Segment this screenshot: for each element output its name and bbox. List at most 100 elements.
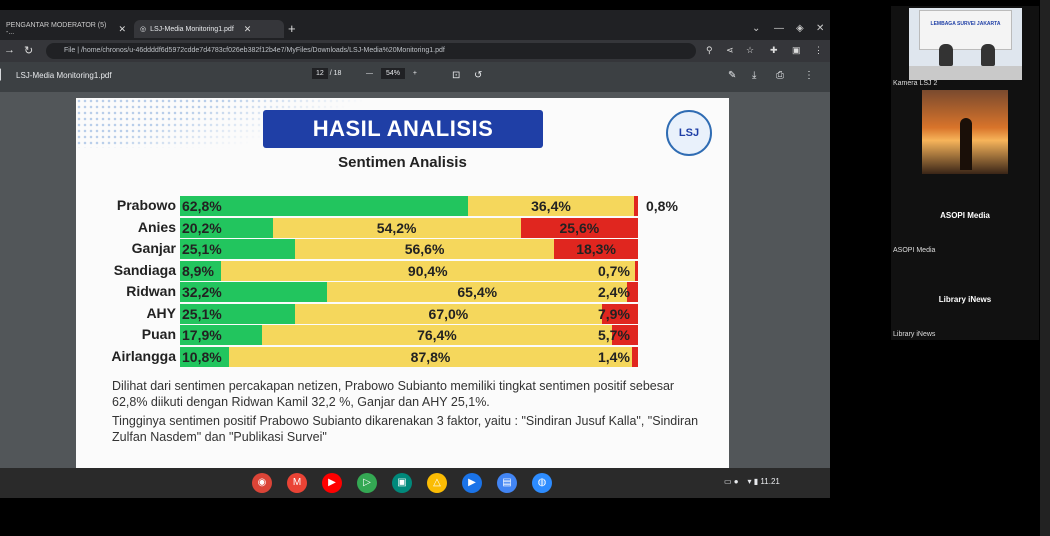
zoom-icon[interactable]: ⚲ [706,45,713,55]
extensions-icon[interactable]: ✚ [770,45,778,55]
close-window-icon[interactable]: ✕ [816,23,825,34]
tab-moderator[interactable]: PENGANTAR MODERATOR (5) -... ✕ [0,20,132,38]
negative-bar [601,303,638,324]
zoom-in-icon[interactable]: + [412,70,418,77]
participant-tile-name: Library iNews [938,295,992,304]
share-icon[interactable]: ⋖ [726,45,734,55]
participant-video[interactable] [922,90,1008,174]
rotate-icon[interactable]: ↺ [474,70,483,81]
zoom-out-icon[interactable]: — [366,70,373,77]
neutral-bar: 65,4% [327,282,627,302]
os-shelf: ◉ M ▶ ▷ ▣ △ ▶ ▤ ◍ ▭ ● ▾ ▮ 11.21 [0,468,830,498]
page-input[interactable]: 12 [312,68,328,79]
positive-bar: 10,8% [180,346,230,367]
zoom-input[interactable]: 54% [380,68,405,79]
negative-bar [611,325,638,345]
participant-tile-name: ASOPI Media [940,211,990,220]
participant-label: Library iNews [893,331,936,338]
annotate-icon[interactable]: ✎ [728,70,737,81]
tab-strip: PENGANTAR MODERATOR (5) -... ✕ ◎ LSJ-Med… [0,18,830,40]
data-label: 0,7% [598,262,630,279]
description-paragraph: Tingginya sentimen positif Prabowo Subia… [112,414,699,444]
reload-icon[interactable]: ↻ [24,45,34,57]
neutral-bar: 36,4% [467,196,635,216]
person-figure [939,44,953,66]
globe-icon: ◎ [140,26,147,33]
neutral-bar: 56,6% [294,239,555,259]
category-label: Ganjar [131,240,176,256]
neutral-bar: 67,0% [294,303,602,324]
data-label: 7,9% [598,305,630,322]
minimize-icon[interactable]: — [774,23,784,34]
negative-bar [634,196,638,216]
chevron-down-icon[interactable]: ⌄ [752,23,761,34]
neutral-bar: 54,2% [272,217,521,238]
menu-icon[interactable]: ⋮ [814,45,823,55]
category-label: AHY [146,304,176,321]
category-label: Puan [141,326,176,342]
tab-label: PENGANTAR MODERATOR (5) -... [6,22,107,36]
sentiment-chart: Prabowo 62,8% 36,4% 0,8% Anies 20,2% 54,2% 25,6… [76,98,729,468]
video-call-panel: LEMBAGA SURVEI JAKARTA Kamera LSJ 2 ASOP… [891,6,1039,340]
positive-bar: 8,9% [180,260,221,281]
positive-bar: 20,2% [180,217,273,238]
files-icon[interactable]: ▤ [497,473,517,493]
category-label: Prabowo [116,197,176,213]
star-icon[interactable]: ☆ [746,45,755,55]
sidepanel-icon[interactable]: ▣ [792,45,801,55]
category-label: Airlangga [111,347,176,364]
negative-bar [627,282,638,302]
positive-bar: 25,1% [180,239,295,259]
close-icon[interactable]: ✕ [243,23,252,34]
play-movies-icon[interactable]: ▶ [462,473,482,493]
camera-feed[interactable]: LEMBAGA SURVEI JAKARTA [909,8,1022,80]
pdf-viewer[interactable]: HASIL ANALISIS LSJ Sentimen Analisis Pra… [0,92,830,468]
meet-icon[interactable]: ▣ [392,473,412,493]
status-tray[interactable]: ▭ ● ▾ ▮ 11.21 [724,477,780,486]
participant-label: ASOPI Media [893,247,936,254]
positive-bar: 32,2% [180,282,328,302]
close-icon[interactable]: ✕ [118,23,126,34]
wifi-icon: ▾ [747,477,752,486]
camera-banner: LEMBAGA SURVEI JAKARTA [919,10,1012,50]
person-figure [981,44,995,66]
gmail-icon[interactable]: M [287,473,307,493]
person-silhouette [960,118,972,170]
desk [909,66,1022,80]
maximize-icon[interactable]: ◈ [796,23,804,34]
neutral-bar: 90,4% [220,260,635,281]
chrome-icon[interactable]: ◉ [252,473,272,493]
tab-pdf[interactable]: ◎ LSJ-Media Monitoring1.pdf ✕ [134,20,284,38]
pdf-title: LSJ-Media Monitoring1.pdf [16,71,112,80]
sidebar-icon[interactable]: ▏ [0,70,8,81]
play-store-icon[interactable]: ▷ [357,473,377,493]
zoom-icon[interactable]: ◍ [532,473,552,493]
category-label: Ridwan [126,283,176,299]
youtube-icon[interactable]: ▶ [322,473,342,493]
data-label: 5,7% [598,327,630,343]
address-bar: → ↻ File | /home/chronos/u-46ddddf6d5972… [0,40,830,62]
screen-icon: ▭ [724,477,732,486]
forward-icon[interactable]: → [4,44,15,56]
new-tab-icon[interactable]: + [288,21,296,36]
data-label: 2,4% [598,284,630,300]
clock: 11.21 [760,477,780,486]
download-icon[interactable]: ⤓ [752,70,757,81]
print-icon[interactable]: ⎙ [776,70,784,81]
negative-bar [634,260,638,281]
pdf-toolbar: ▏ LSJ-Media Monitoring1.pdf 12 / 18 — 54… [0,62,830,92]
positive-bar: 17,9% [180,325,262,345]
negative-bar [631,346,638,367]
page-total: / 18 [329,70,342,77]
negative-bar: 18,3% [554,239,638,259]
description-paragraph: Dilihat dari sentimen percakapan netizen… [112,379,675,409]
data-label: 0,8% [646,198,678,214]
fit-page-icon[interactable]: ⊡ [452,70,461,81]
slide-title: HASIL ANALISIS [263,110,543,148]
drive-icon[interactable]: △ [427,473,447,493]
negative-bar: 25,6% [520,217,638,238]
url-field[interactable]: File | /home/chronos/u-46ddddf6d5972cdde… [46,43,696,59]
category-label: Anies [137,218,176,235]
more-icon[interactable]: ⋮ [804,70,814,81]
positive-bar: 25,1% [180,303,295,324]
